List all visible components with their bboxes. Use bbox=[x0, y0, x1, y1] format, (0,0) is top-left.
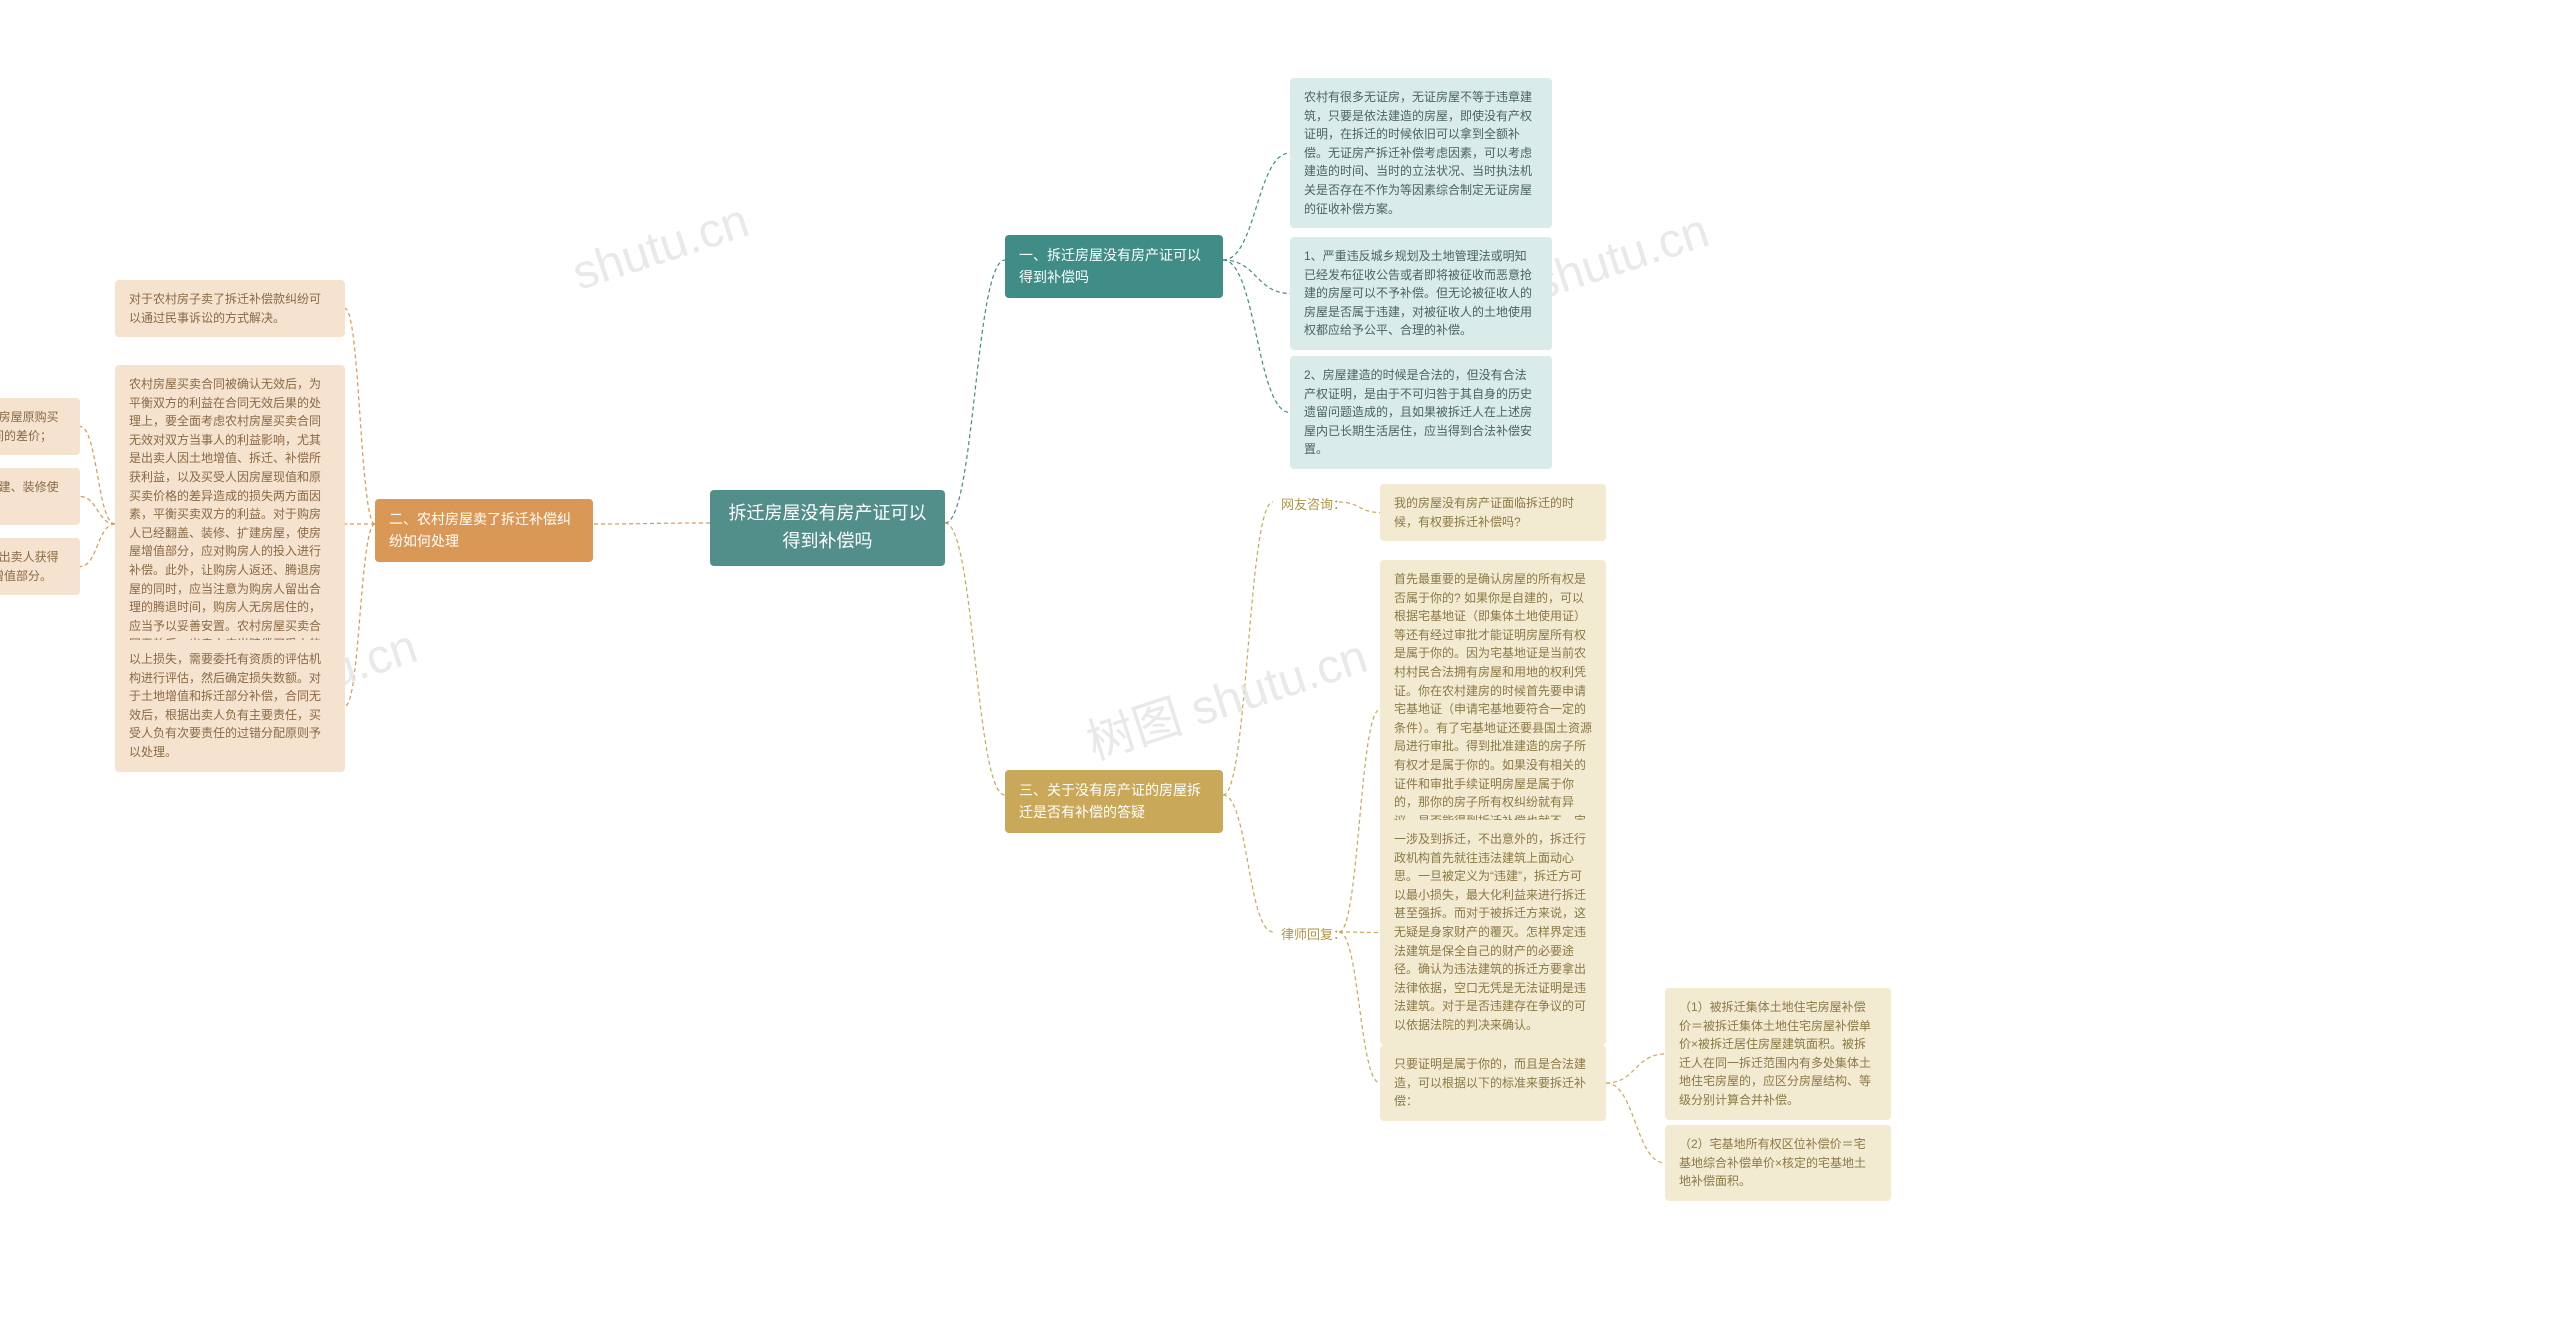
branch-b1: 一、拆迁房屋没有房产证可以得到补偿吗 bbox=[1005, 235, 1223, 298]
leaf-node: 一涉及到拆迁，不出意外的，拆迁行政机构首先就往违法建筑上面动心思。一旦被定义为“… bbox=[1380, 820, 1606, 1045]
leaf-child: （2）宅基地所有权区位补偿价＝宅基地综合补偿单价×核定的宅基地土地补偿面积。 bbox=[1665, 1125, 1891, 1201]
watermark: shutu.cn bbox=[1526, 203, 1716, 311]
watermark: 树图 shutu.cn bbox=[1076, 617, 1374, 773]
leaf-node: 只要证明是属于你的，而且是合法建造，可以根据以下的标准来要拆迁补偿： bbox=[1380, 1045, 1606, 1121]
leaf-child: 2、买受人因扩建、改建、装修使房屋增值的部分； bbox=[0, 468, 80, 525]
leaf-child: 1、返还原购房价款及房屋原购买价款和现房屋价款之间的差价； bbox=[0, 398, 80, 455]
leaf-node: 2、房屋建造的时候是合法的，但没有合法产权证明，是由于不可归咎于其自身的历史遗留… bbox=[1290, 356, 1552, 469]
leaf-child: （1）被拆迁集体土地住宅房屋补偿价＝被拆迁集体土地住宅房屋补偿单价×被拆迁居住房… bbox=[1665, 988, 1891, 1120]
leaf-node: 我的房屋没有房产证面临拆迁的时候，有权要拆迁补偿吗? bbox=[1380, 484, 1606, 541]
branch-b2: 二、农村房屋卖了拆迁补偿纠纷如何处理 bbox=[375, 499, 593, 562]
sub-label: 律师回复： bbox=[1273, 920, 1354, 947]
leaf-node: 农村有很多无证房，无证房屋不等于违章建筑，只要是依法建造的房屋，即使没有产权证明… bbox=[1290, 78, 1552, 228]
leaf-node: 农村房屋买卖合同被确认无效后，为平衡双方的利益在合同无效后果的处理上，要全面考虑… bbox=[115, 365, 345, 683]
leaf-child: 3、该房屋因拆迁而使出卖人获得的拆迁利益及土地的增值部分。 bbox=[0, 538, 80, 595]
sub-label: 网友咨询： bbox=[1273, 490, 1354, 517]
leaf-node: 以上损失，需要委托有资质的评估机构进行评估，然后确定损失数额。对于土地增值和拆迁… bbox=[115, 640, 345, 772]
connector-layer bbox=[0, 0, 2560, 1321]
branch-b3: 三、关于没有房产证的房屋拆迁是否有补偿的答疑 bbox=[1005, 770, 1223, 833]
leaf-node: 首先最重要的是确认房屋的所有权是否属于你的? 如果你是自建的，可以根据宅基地证（… bbox=[1380, 560, 1606, 859]
center-node: 拆迁房屋没有房产证可以得到补偿吗 bbox=[710, 490, 945, 566]
leaf-node: 对于农村房子卖了拆迁补偿款纠纷可以通过民事诉讼的方式解决。 bbox=[115, 280, 345, 337]
watermark: shutu.cn bbox=[566, 193, 756, 301]
leaf-node: 1、严重违反城乡规划及土地管理法或明知已经发布征收公告或者即将被征收而恶意抢建的… bbox=[1290, 237, 1552, 350]
